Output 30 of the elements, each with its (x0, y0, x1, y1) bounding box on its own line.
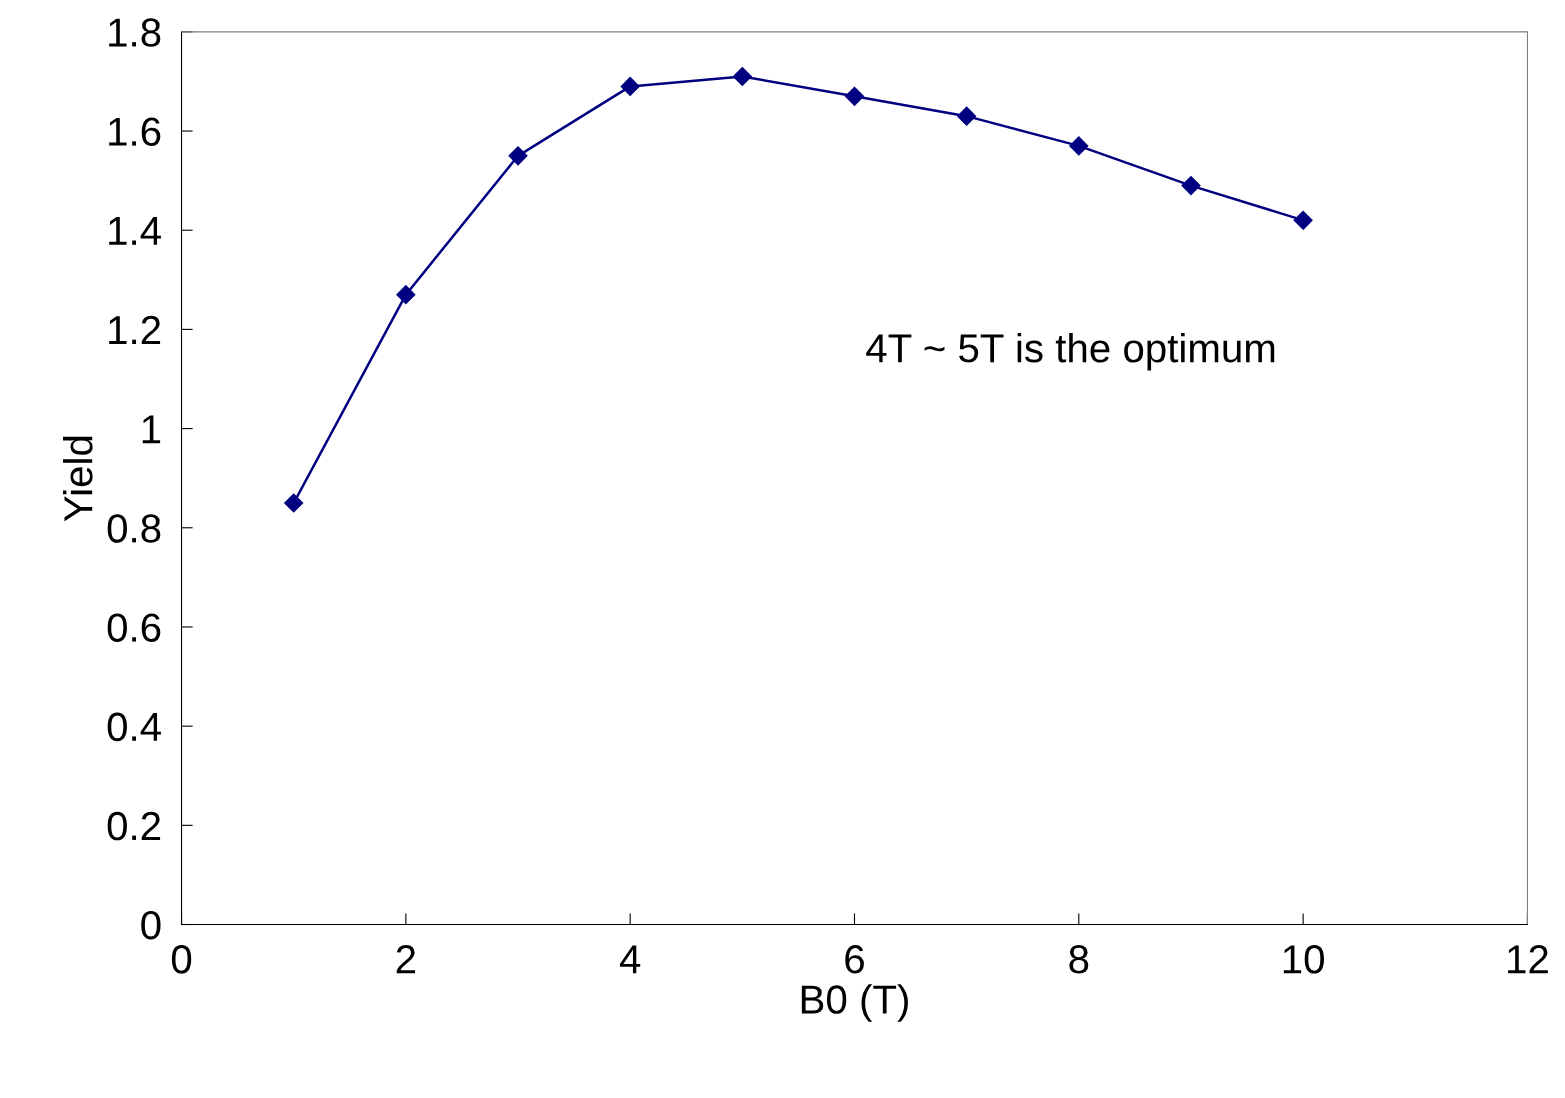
point (957, 106, 977, 126)
x-tick-label: 8 (1069, 945, 1089, 974)
y-tick-label: 0 (141, 910, 161, 940)
x-tick-label: 6 (845, 945, 864, 974)
y-tick-label: 1.6 (109, 117, 161, 147)
point (1069, 136, 1089, 156)
x-axis-title: B0 (T) (801, 984, 908, 1022)
y-tick-label: 1.2 (109, 315, 161, 344)
point (284, 493, 304, 513)
point (1181, 176, 1201, 196)
x-tick-label: 2 (396, 945, 416, 974)
y-tick-label: 0.4 (107, 712, 161, 742)
y-tick-label: 0.2 (107, 811, 161, 841)
point (396, 285, 416, 305)
point (732, 66, 752, 87)
x-tick-label: 12 (1508, 945, 1548, 974)
point (844, 86, 865, 106)
point (620, 76, 640, 96)
y-axis-title: Yield (63, 436, 93, 522)
x-tick-label: 4 (619, 945, 641, 974)
point (1293, 210, 1313, 230)
y-tick-label: 0.8 (107, 514, 161, 543)
x-tick-label: 10 (1283, 945, 1324, 974)
y-tick-label: 1.8 (109, 18, 161, 47)
x-tick-label: 0 (171, 945, 192, 974)
point (508, 146, 528, 166)
y-tick-label: 1.4 (109, 217, 161, 245)
y-tick-label: 1 (142, 415, 161, 444)
annotation: 4T ~ 5T is the optimum (866, 332, 1275, 371)
y-tick-label: 0.6 (107, 613, 161, 642)
